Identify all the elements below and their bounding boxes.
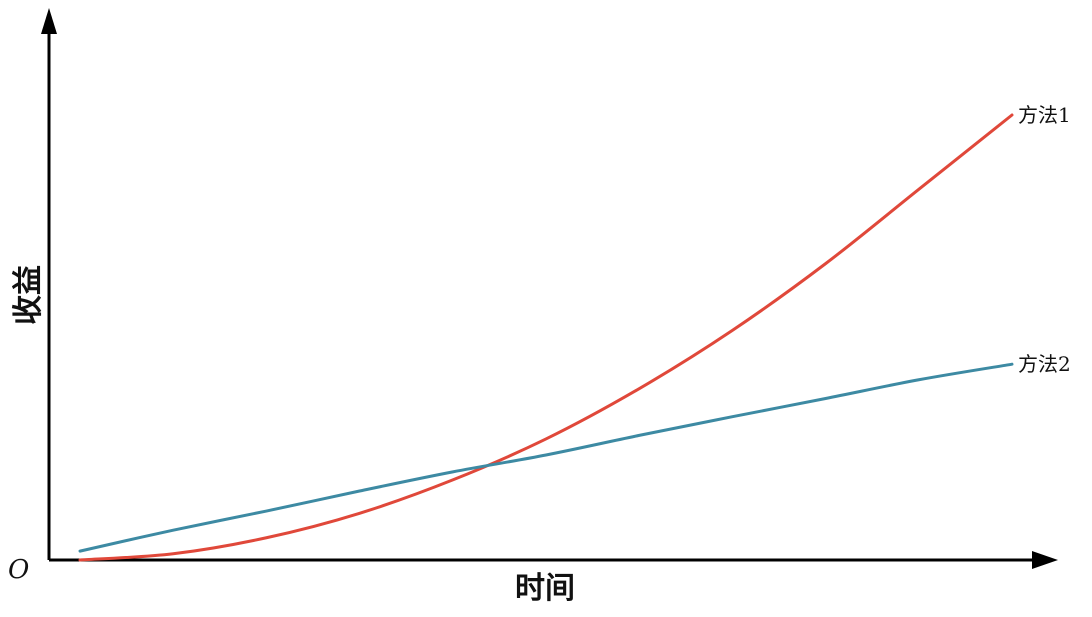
- series-line-2: [78, 362, 1014, 553]
- series-group: 方法1 方法2: [78, 103, 1071, 562]
- y-axis-arrow: [41, 8, 57, 34]
- series-label-2: 方法2: [1018, 352, 1071, 376]
- y-axis-title: 收益: [11, 265, 46, 325]
- origin-label: O: [8, 555, 29, 585]
- x-axis-title: 时间: [515, 571, 575, 606]
- series-label-1: 方法1: [1018, 103, 1071, 127]
- x-axis-arrow: [1032, 551, 1058, 569]
- series-line-1: [78, 113, 1014, 562]
